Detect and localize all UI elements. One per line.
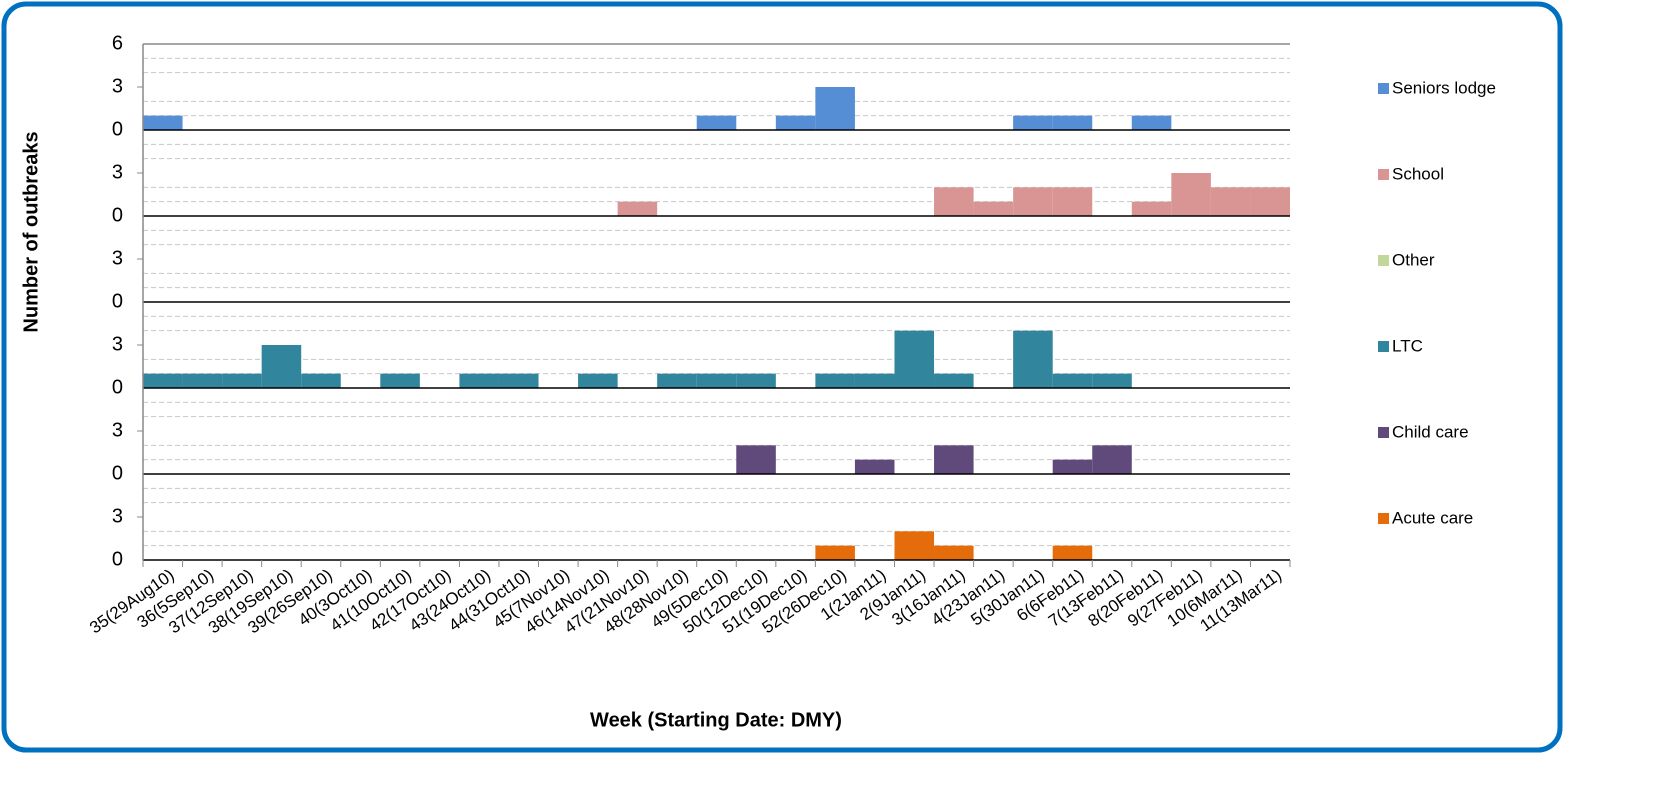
bar (1052, 187, 1093, 216)
bar (1171, 173, 1211, 216)
bar (1052, 545, 1093, 560)
bar (1092, 373, 1132, 388)
bar (815, 373, 855, 388)
bar (498, 373, 539, 388)
legend-swatch (1378, 255, 1389, 266)
bar (261, 345, 302, 388)
legend-label: Other (1392, 250, 1435, 269)
legend-label: School (1392, 164, 1444, 183)
bar (894, 531, 935, 560)
y-tick-label: 3 (112, 75, 123, 97)
bar (222, 373, 262, 388)
bar (1131, 115, 1172, 130)
bar (380, 373, 420, 388)
y-tick-label: 3 (112, 333, 123, 355)
legend-label: Seniors lodge (1392, 78, 1496, 97)
bar (854, 459, 895, 474)
bar (143, 373, 183, 388)
bar (854, 373, 895, 388)
legend-label: Acute care (1392, 508, 1473, 527)
bar (815, 87, 855, 130)
bar (894, 330, 935, 388)
y-tick-label: 0 (112, 548, 123, 570)
bar (973, 201, 1014, 216)
y-tick-label: 3 (112, 505, 123, 527)
bar (815, 545, 855, 560)
legend-swatch (1378, 83, 1389, 94)
bar (459, 373, 499, 388)
legend-label: LTC (1392, 336, 1423, 355)
bar (1013, 187, 1053, 216)
y-tick-label: 0 (112, 376, 123, 398)
bar (934, 187, 974, 216)
bar (143, 115, 183, 130)
y-tick-label: 0 (112, 290, 123, 312)
bar (1052, 115, 1093, 130)
bar (934, 373, 974, 388)
y-tick-label: 3 (112, 419, 123, 441)
legend-swatch (1378, 169, 1389, 180)
y-tick-label: 6 (112, 32, 123, 54)
bar (775, 115, 816, 130)
bar (1131, 201, 1172, 216)
legend-label: Child care (1392, 422, 1469, 441)
bar (736, 373, 776, 388)
bar (1013, 330, 1053, 388)
bar (1092, 445, 1132, 474)
bar (736, 445, 776, 474)
bar (617, 201, 658, 216)
bar (301, 373, 341, 388)
y-tick-label: 3 (112, 161, 123, 183)
bar (934, 445, 974, 474)
bar (1052, 373, 1093, 388)
bar (182, 373, 223, 388)
bar (657, 373, 697, 388)
bar (1210, 187, 1251, 216)
bar (696, 115, 737, 130)
bar (1052, 459, 1093, 474)
bar (578, 373, 618, 388)
bar (1013, 115, 1053, 130)
y-tick-label: 0 (112, 204, 123, 226)
bar (1250, 187, 1290, 216)
y-tick-label: 0 (112, 118, 123, 140)
y-tick-label: 0 (112, 462, 123, 484)
legend-swatch (1378, 427, 1389, 438)
bar (934, 545, 974, 560)
bar (696, 373, 737, 388)
x-axis-title: Week (Starting Date: DMY) (590, 709, 842, 731)
y-tick-label: 3 (112, 247, 123, 269)
legend-swatch (1378, 513, 1389, 524)
y-axis-title: Number of outbreaks (20, 131, 42, 332)
legend-swatch (1378, 341, 1389, 352)
